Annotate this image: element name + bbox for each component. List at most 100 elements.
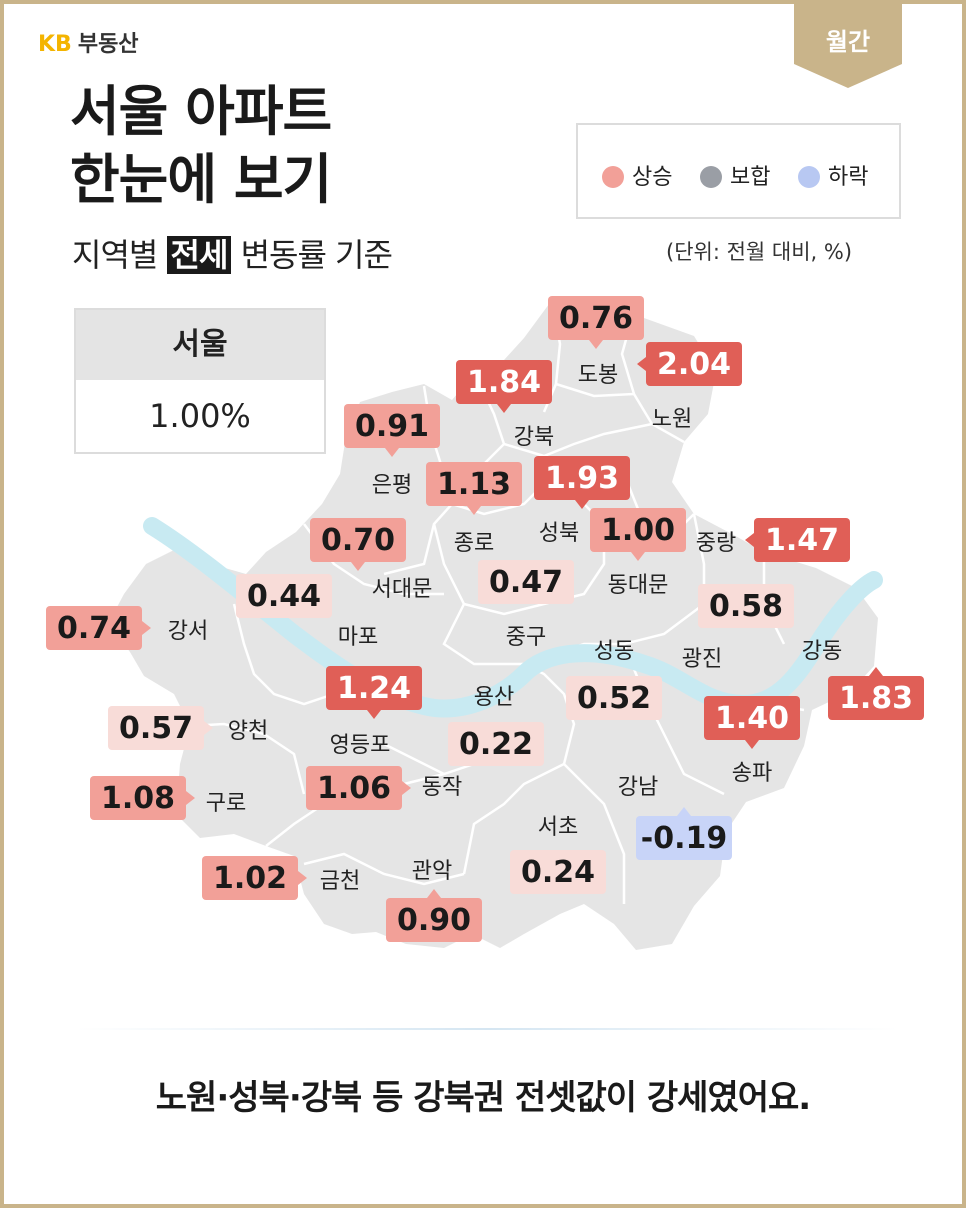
pointer-icon — [497, 404, 511, 413]
divider — [76, 1028, 898, 1030]
district-name: 노원 — [652, 407, 692, 432]
district-tag: 0.44 마포 — [236, 574, 378, 650]
legend-fall-label: 하락 — [828, 165, 869, 190]
district-value: -0.19 — [641, 821, 727, 856]
district-name: 강남 — [618, 775, 658, 800]
district-tag: 0.76 도봉 — [548, 296, 644, 388]
pointer-icon — [575, 500, 589, 509]
district-name: 중랑 — [696, 531, 736, 556]
han-river — [143, 517, 883, 718]
district-tag: 0.90 관악 — [386, 859, 482, 942]
district-name: 관악 — [412, 859, 452, 884]
rise-dot-icon — [602, 166, 624, 188]
pointer-icon — [351, 562, 365, 571]
district-value: 0.74 — [57, 611, 131, 646]
legend-flat-label: 보합 — [730, 165, 771, 190]
district-name: 강북 — [514, 425, 554, 450]
district-value: 1.24 — [337, 671, 411, 706]
district-tag: 0.58 광진 — [682, 584, 794, 672]
value-box — [90, 776, 186, 820]
district-tag: 1.24 영등포 — [326, 666, 422, 758]
district-name: 강서 — [168, 619, 208, 644]
legend-fall: 하락 — [798, 159, 868, 191]
value-box — [310, 518, 406, 562]
fall-dot-icon — [798, 166, 820, 188]
value-box — [698, 584, 794, 628]
district-tag: 1.84 강북 — [456, 360, 554, 450]
pointer-icon — [204, 721, 213, 735]
legend-rise-label: 상승 — [632, 165, 673, 190]
district-value: 1.00 — [601, 513, 675, 548]
seoul-landmass — [108, 300, 878, 950]
district-name: 영등포 — [330, 733, 391, 758]
value-box — [754, 518, 850, 562]
value-box — [306, 766, 402, 810]
district-tag: 0.91 은평 — [344, 404, 440, 498]
title-line-1: 서울 아파트 — [70, 80, 332, 143]
district-name: 도봉 — [578, 363, 618, 388]
seoul-summary-box: 서울 1.00% — [74, 308, 326, 454]
unit-note: (단위: 전월 대비, %) — [666, 240, 853, 264]
footer-caption: 노원·성북·강북 등 강북권 전셋값이 강세였어요. — [155, 1078, 811, 1118]
district-name: 마포 — [338, 625, 378, 650]
value-box — [456, 360, 552, 404]
value-box — [478, 560, 574, 604]
page-title: 서울 아파트 한눈에 보기 — [70, 78, 332, 214]
value-box — [566, 676, 662, 720]
district-value: 0.52 — [577, 681, 651, 716]
district-name: 중구 — [506, 625, 546, 650]
subtitle-highlight: 전세 — [166, 236, 232, 274]
district-tag: 0.70 서대문 — [310, 518, 432, 602]
title-line-2: 한눈에 보기 — [70, 148, 332, 211]
district-value: 0.47 — [489, 565, 563, 600]
district-tag: 1.06 동작 — [306, 766, 462, 810]
district-tag: 1.93 성북 — [534, 456, 630, 546]
district-name: 은평 — [372, 473, 412, 498]
district-value: 0.57 — [119, 711, 193, 746]
district-value: 0.58 — [709, 589, 783, 624]
district-name: 용산 — [474, 685, 514, 710]
pointer-icon — [385, 448, 399, 457]
seoul-label: 서울 — [76, 310, 324, 380]
district-name: 강동 — [802, 639, 842, 664]
value-box — [590, 508, 686, 552]
period-badge: 월간 — [794, 4, 902, 88]
value-box — [46, 606, 142, 650]
legend: 상승 보합 하락 — [576, 123, 901, 219]
district-value: 2.04 — [657, 347, 731, 382]
district-value: 1.83 — [839, 681, 913, 716]
pointer-icon — [637, 357, 646, 371]
pointer-icon — [427, 889, 441, 898]
district-value: 0.44 — [247, 579, 321, 614]
district-value: 1.84 — [467, 365, 541, 400]
pointer-icon — [631, 552, 645, 561]
subtitle: 지역별 전세 변동률 기준 — [72, 230, 393, 276]
district-name: 양천 — [228, 719, 268, 744]
value-box — [448, 722, 544, 766]
district-value: 0.90 — [397, 903, 471, 938]
pointer-icon — [745, 740, 759, 749]
district-tags: 0.76 도봉 2.04 노원 1.84 강북 0.91 은평 1.13 종로 1.93 성북 1.00… — [46, 296, 924, 942]
district-name: 금천 — [320, 869, 360, 894]
district-tag: 0.57 양천 — [108, 706, 268, 750]
district-value: 1.08 — [101, 781, 175, 816]
value-box — [326, 666, 422, 710]
seoul-district-map: 0.76 도봉 2.04 노원 1.84 강북 0.91 은평 1.13 종로 1.93 성북 1.00… — [46, 296, 924, 950]
district-name: 구로 — [206, 791, 246, 816]
pointer-icon — [467, 506, 481, 515]
value-box — [548, 296, 644, 340]
district-tag: 1.47 중랑 — [696, 518, 850, 562]
district-value: 0.70 — [321, 523, 395, 558]
district-value: 0.76 — [559, 301, 633, 336]
district-value: 1.06 — [317, 771, 391, 806]
district-name: 성북 — [539, 521, 579, 546]
district-tag: 2.04 노원 — [637, 342, 742, 432]
value-box — [108, 706, 204, 750]
pointer-icon — [869, 667, 883, 676]
flat-dot-icon — [700, 166, 722, 188]
legend-flat: 보합 — [700, 159, 770, 191]
value-box — [202, 856, 298, 900]
district-name: 종로 — [454, 531, 494, 556]
district-value: 1.47 — [765, 523, 839, 558]
district-tag: 1.40 송파 — [704, 696, 800, 786]
